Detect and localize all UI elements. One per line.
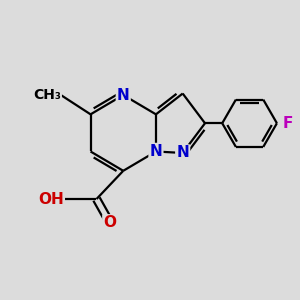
Text: CH₃: CH₃ [33,88,61,102]
Text: O: O [103,215,116,230]
Text: OH: OH [38,191,64,206]
Text: F: F [282,116,292,131]
Text: N: N [150,144,162,159]
Text: N: N [117,88,130,103]
Text: N: N [176,146,189,160]
